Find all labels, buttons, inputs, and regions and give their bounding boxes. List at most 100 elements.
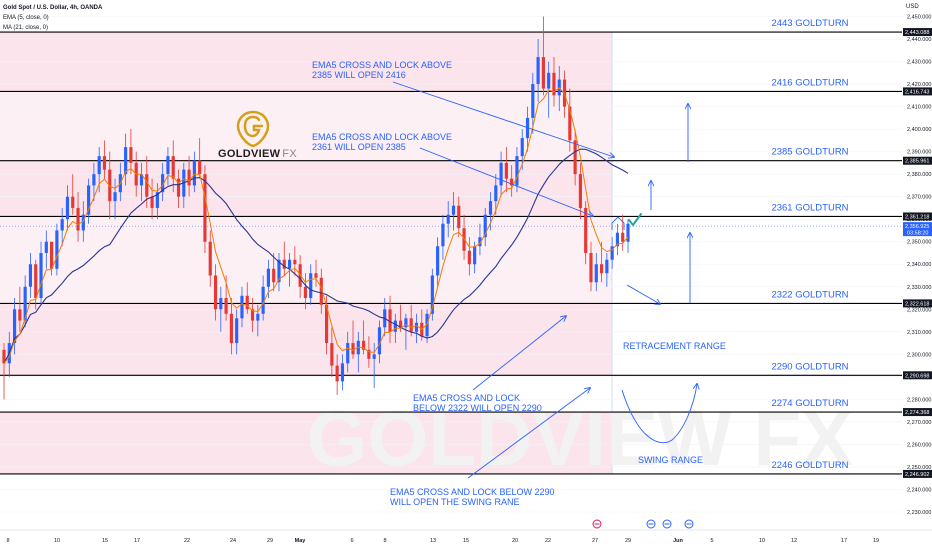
check-icon	[628, 213, 642, 227]
currency-label[interactable]: USD	[906, 4, 919, 10]
level-label: 2361 GOLDTURN	[771, 202, 848, 213]
current-price-tag	[903, 222, 932, 237]
level-label: 2290 GOLDTURN	[771, 361, 848, 372]
level-price-text: 2,246.902	[905, 472, 929, 478]
level-label: 2274 GOLDTURN	[771, 398, 848, 409]
logo-suffix: FX	[282, 148, 297, 160]
zone-band	[0, 303, 612, 376]
arrow	[472, 316, 566, 391]
candle-body	[176, 178, 181, 197]
candle-body	[541, 57, 545, 89]
annotation-text: RETRACEMENT RANGE	[623, 341, 726, 351]
candle-body	[451, 205, 456, 215]
price-tick: 2,280.000	[907, 397, 931, 403]
level-price-text: 2,274.368	[905, 410, 929, 416]
price-tick: 2,350.000	[907, 240, 931, 246]
ema-legend[interactable]: EMA (5, close, 0)	[3, 15, 49, 21]
price-tick: 2,260.000	[907, 442, 931, 448]
candle-body	[34, 264, 38, 299]
level-price-tag	[903, 87, 932, 96]
candle-body	[362, 340, 366, 350]
price-tick: 2,340.000	[907, 262, 931, 268]
candle-body	[55, 230, 59, 269]
annotation-text: EMA5 CROSS AND LOCK ABOVE	[312, 132, 452, 142]
highlight-zones	[0, 32, 613, 474]
candle-body	[467, 250, 471, 265]
candle-body	[483, 214, 487, 238]
candle-body	[499, 162, 503, 186]
candle-body	[478, 237, 482, 247]
candle-body	[18, 309, 22, 321]
price-tick: 2,390.000	[907, 150, 931, 156]
candle-body	[531, 84, 535, 118]
candle-body	[60, 219, 64, 231]
candle-body	[256, 313, 260, 321]
price-tick: 2,450.000	[907, 15, 931, 21]
arrow	[626, 284, 660, 304]
level-price-text: 2,361.218	[905, 214, 929, 220]
logo-mark-icon	[236, 110, 270, 148]
candle-body	[536, 57, 540, 85]
time-tick: 22	[545, 538, 551, 544]
candle-body	[346, 343, 350, 364]
price-tick: 2,250.000	[907, 465, 931, 471]
zone-band	[0, 91, 612, 161]
time-tick: 10	[759, 538, 765, 544]
time-tick: 5	[710, 538, 713, 544]
current-price-text: 2,356.925	[905, 224, 929, 230]
candle-body	[367, 349, 371, 359]
price-tick: 2,300.000	[907, 352, 931, 358]
candle-body	[303, 286, 308, 299]
price-axis[interactable]: 2,230.000 2,240.000 2,250.000 2,260.000 2,27…	[0, 0, 932, 530]
candle-body	[198, 160, 202, 175]
candle-body	[436, 246, 440, 276]
candle-body	[309, 273, 313, 299]
price-tick: 2,330.000	[907, 285, 931, 291]
price-tick: 2,400.000	[907, 127, 931, 133]
candle-body	[488, 201, 493, 215]
price-tick: 2,410.000	[907, 105, 931, 111]
candle-body	[594, 264, 598, 283]
time-axis[interactable]: 8 10 15 17 22 24 29 May 6 8 13 15 20 22 27 29 Jun 5 10 12 17…	[0, 519, 932, 544]
goldview-logo: GOLDVIEW FX	[218, 108, 297, 164]
price-tick: 2,380.000	[907, 172, 931, 178]
candle-body	[314, 273, 318, 278]
candle-body	[171, 156, 175, 179]
candle-body	[161, 174, 165, 193]
candle-body	[266, 268, 270, 287]
price-tick: 2,230.000	[907, 510, 931, 516]
price-tick: 2,440.000	[907, 37, 931, 43]
level-price-tag	[903, 299, 932, 308]
candle-body	[578, 174, 582, 208]
chart-legend: Gold Spot / U.S. Dollar, 4h, OANDA EMA (…	[3, 3, 102, 33]
level-price-text: 2,443.088	[905, 30, 929, 36]
annotation-text: 2385 WILL OPEN 2416	[312, 70, 406, 80]
price-tick: 2,420.000	[907, 82, 931, 88]
candle-body	[504, 162, 508, 179]
price-tick: 2,310.000	[907, 330, 931, 336]
candle-body	[409, 318, 413, 332]
marker-box	[611, 216, 625, 230]
annotation-text: SWING RANGE	[638, 455, 703, 465]
time-tick: 20	[512, 538, 518, 544]
candle-body	[208, 241, 212, 276]
ma-legend[interactable]: MA (21, close, 0)	[3, 25, 49, 31]
candle-body	[76, 207, 80, 231]
candle-body	[626, 223, 630, 242]
level-price-text: 2,416.743	[905, 89, 929, 95]
arrow	[392, 81, 614, 157]
candle-body	[2, 349, 6, 364]
time-tick: 8	[383, 538, 386, 544]
candle-body	[621, 232, 625, 242]
candle-body	[589, 252, 593, 283]
countdown-text: 03:58:20	[907, 231, 928, 237]
level-label: 2322 GOLDTURN	[771, 289, 848, 300]
candle-body	[462, 228, 466, 251]
annotation-text: WILL OPEN THE SWING RANE	[390, 497, 520, 507]
candle-body	[240, 295, 244, 319]
candle-body	[430, 275, 434, 314]
time-tick: 12	[791, 538, 797, 544]
arrow	[467, 388, 590, 479]
candle-body	[388, 309, 392, 332]
